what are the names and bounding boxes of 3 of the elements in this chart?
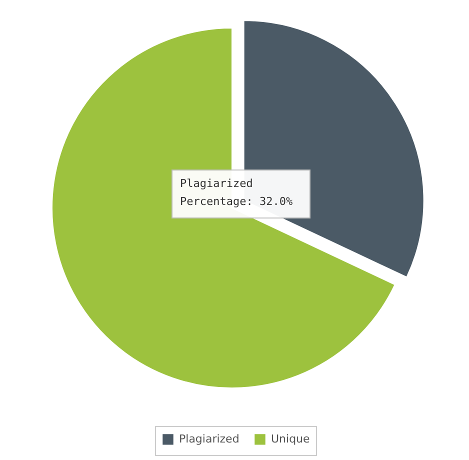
legend-label: Unique (271, 432, 310, 446)
text: Plagiarized Percentage: 32.0% (180, 177, 293, 208)
legend-label: Plagiarized (179, 432, 240, 446)
